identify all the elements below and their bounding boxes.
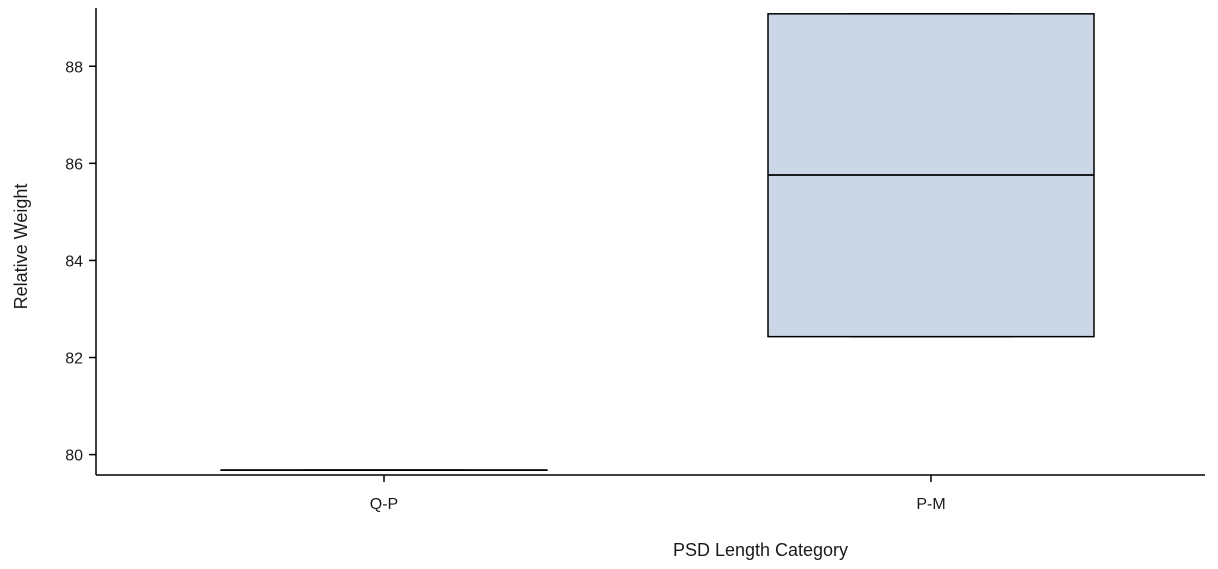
y-axis-title: Relative Weight	[11, 184, 31, 310]
y-axis: 80 82 84 86 88	[65, 8, 96, 475]
box-group	[768, 14, 1094, 337]
y-tick-label: 84	[65, 253, 83, 270]
y-tick-label: 86	[65, 156, 83, 173]
y-tick-label: 82	[65, 351, 83, 368]
y-tick-label: 80	[65, 448, 83, 465]
x-axis: Q-P P-M	[96, 475, 1205, 513]
x-tick-label: P-M	[916, 496, 945, 513]
x-axis-title: PSD Length Category	[673, 540, 848, 560]
boxes	[221, 14, 1094, 470]
y-tick-label: 88	[65, 59, 83, 76]
x-tick-label: Q-P	[370, 496, 398, 513]
